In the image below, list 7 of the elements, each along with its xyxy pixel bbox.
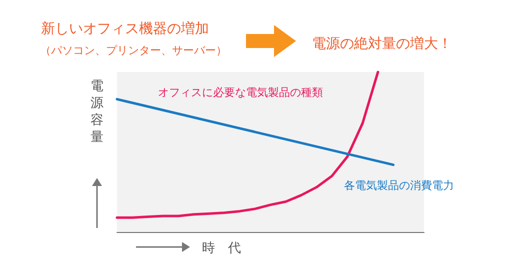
chart-title: 新しいオフィス機器の増加 [41,20,209,38]
text: オフィスに必要な電気製品の種類 [158,85,323,100]
series-label: 各電気製品の消費電力 [344,178,454,193]
chart-subtitle: （パソコン、プリンター、サーバー） [40,43,227,58]
text: 電源の絶対量の増大！ [312,35,452,53]
y-axis-title: 電源容量 [90,78,104,146]
x-axis-title: 時 代 [202,240,241,257]
